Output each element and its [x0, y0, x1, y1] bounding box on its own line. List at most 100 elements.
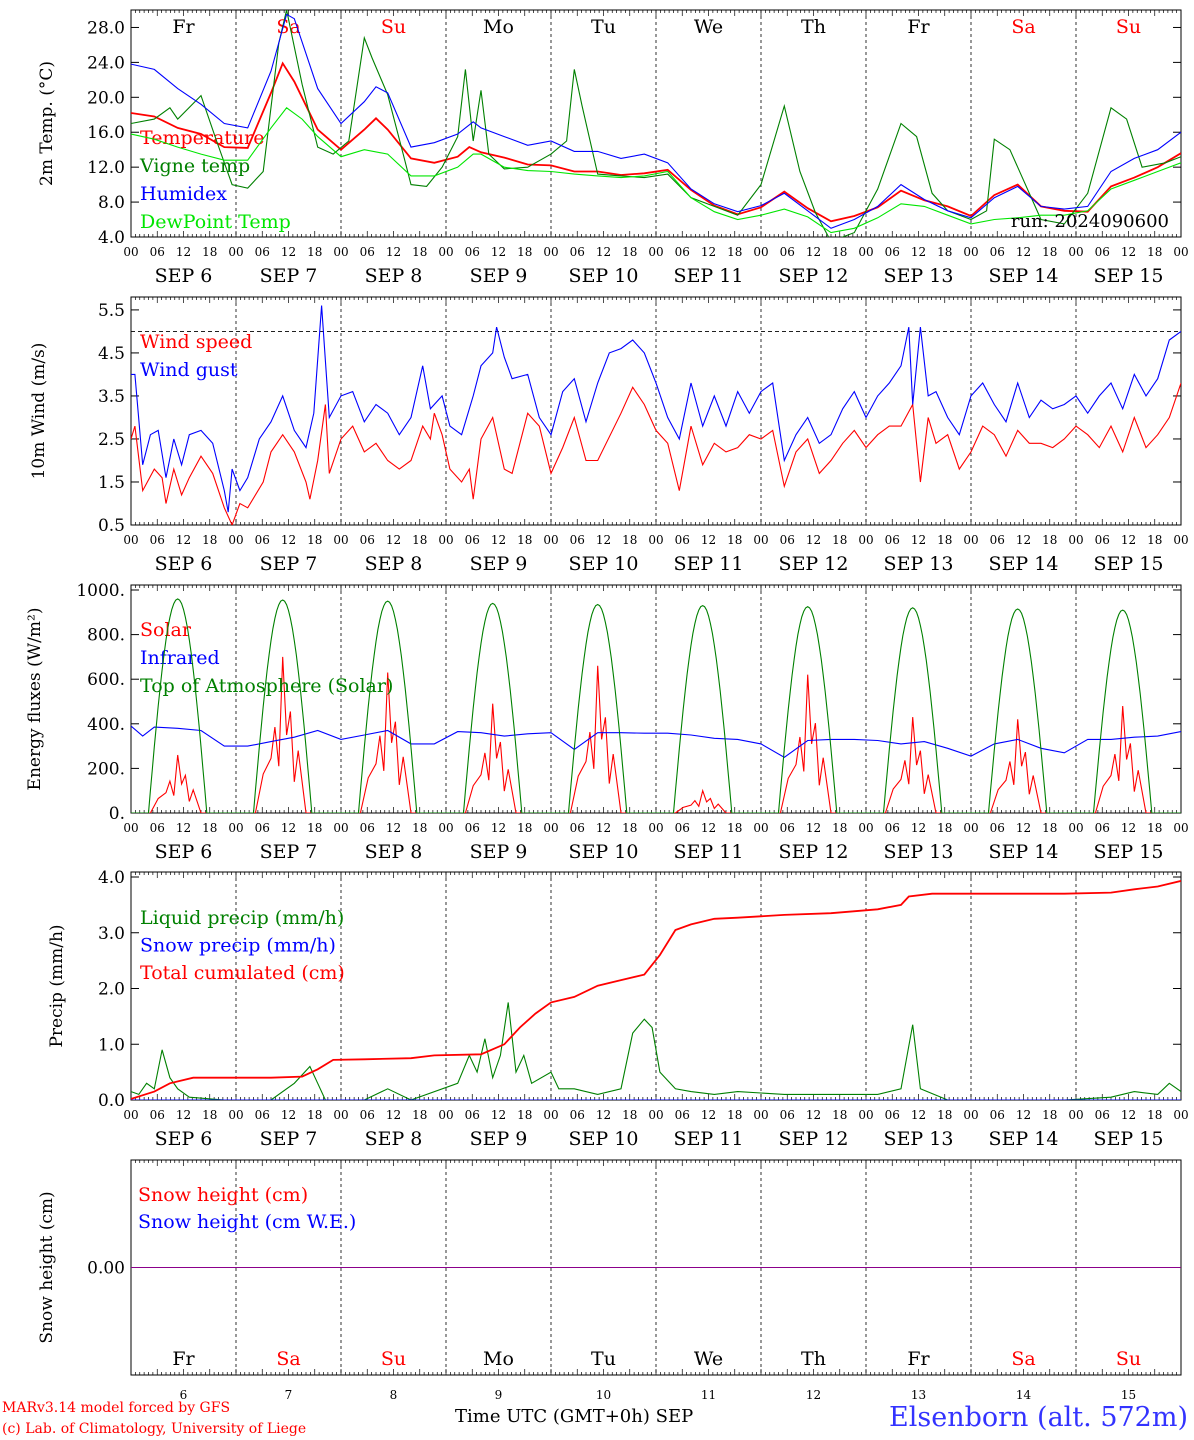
date-label: SEP 14 — [989, 841, 1059, 863]
y-tick-label: 0. — [109, 804, 125, 824]
date-label: SEP 13 — [884, 553, 954, 575]
hour-label: 00 — [543, 1108, 558, 1122]
date-label: SEP 6 — [155, 841, 213, 863]
weekday-label: Sa — [1011, 16, 1035, 38]
hour-label: 06 — [885, 245, 900, 259]
hour-label: 18 — [412, 1108, 427, 1122]
hour-label: 12 — [596, 533, 611, 547]
hour-label: 00 — [1068, 821, 1083, 835]
date-label: SEP 13 — [884, 265, 954, 287]
date-label: SEP 15 — [1094, 553, 1164, 575]
hour-label: 12 — [701, 1108, 716, 1122]
hour-label: 00 — [963, 821, 978, 835]
hour-label: 18 — [1042, 245, 1057, 259]
hour-label: 00 — [438, 533, 453, 547]
hour-label: 12 — [701, 245, 716, 259]
time-axis-title-text: Time UTC (GMT+0h) — [455, 1406, 650, 1427]
day-number: 15 — [1121, 1388, 1136, 1402]
hour-label: 18 — [832, 821, 847, 835]
hour-label: 18 — [622, 1108, 637, 1122]
hour-label: 00 — [228, 533, 243, 547]
hour-label: 12 — [911, 1108, 926, 1122]
date-label: SEP 14 — [989, 1128, 1059, 1150]
weekday-label: Tu — [591, 1348, 616, 1370]
hour-label: 06 — [570, 821, 585, 835]
weekday-label: We — [694, 1348, 723, 1370]
hour-label: 06 — [150, 533, 165, 547]
y-tick-label: 200. — [87, 759, 125, 779]
weekday-label: Fr — [172, 16, 195, 38]
hour-label: 00 — [1068, 245, 1083, 259]
weekday-label: Fr — [907, 16, 930, 38]
model-credit: MARv3.14 model forced by GFS — [2, 1400, 231, 1416]
hour-label: 00 — [123, 245, 138, 259]
y-tick-label: 0.5 — [98, 516, 125, 536]
y-tick-label: 600. — [87, 670, 125, 690]
hour-label: 06 — [885, 1108, 900, 1122]
date-label: SEP 12 — [779, 553, 849, 575]
hour-label: 06 — [990, 1108, 1005, 1122]
hour-label: 00 — [1068, 1108, 1083, 1122]
hour-label: 06 — [780, 821, 795, 835]
weekday-label: Su — [381, 16, 406, 38]
day-number: 11 — [701, 1388, 716, 1402]
hour-label: 12 — [491, 1108, 506, 1122]
y-tick-label: 4.0 — [98, 228, 125, 248]
hour-label: 18 — [832, 1108, 847, 1122]
hour-label: 18 — [1147, 1108, 1162, 1122]
y-tick-label: 1000. — [76, 581, 125, 601]
hour-label: 18 — [517, 821, 532, 835]
weekday-label: Su — [381, 1348, 406, 1370]
hour-label: 12 — [386, 245, 401, 259]
hour-label: 12 — [596, 1108, 611, 1122]
hour-label: 18 — [517, 533, 532, 547]
day-number: 14 — [1016, 1388, 1032, 1402]
hour-label: 00 — [333, 821, 348, 835]
hour-label: 18 — [937, 533, 952, 547]
hour-label: 00 — [648, 1108, 663, 1122]
hour-label: 06 — [465, 245, 480, 259]
y-tick-label: 12.0 — [87, 158, 125, 178]
hour-label: 00 — [543, 245, 558, 259]
hour-label: 12 — [386, 821, 401, 835]
hour-label: 18 — [1147, 245, 1162, 259]
hour-label: 06 — [255, 245, 270, 259]
hour-label: 06 — [150, 245, 165, 259]
y-tick-label: 2.5 — [98, 430, 125, 450]
y-tick-label: 16.0 — [87, 123, 125, 143]
legend-entry: Liquid precip (mm/h) — [140, 907, 344, 929]
y-axis-label: 10m Wind (m/s) — [29, 343, 49, 480]
hour-label: 18 — [307, 821, 322, 835]
legend-entry: Wind gust — [140, 359, 238, 381]
hour-label: 06 — [255, 821, 270, 835]
hour-label: 12 — [176, 821, 191, 835]
hour-label: 12 — [806, 1108, 821, 1122]
y-tick-label: 0.00 — [87, 1259, 125, 1279]
hour-label: 06 — [255, 1108, 270, 1122]
y-axis-label: Energy fluxes (W/m²) — [25, 608, 45, 791]
date-label: SEP 10 — [569, 841, 639, 863]
day-number: 12 — [806, 1388, 821, 1402]
hour-label: 18 — [622, 821, 637, 835]
hour-label: 18 — [727, 821, 742, 835]
weekday-label: Mo — [483, 16, 514, 38]
day-number: 7 — [285, 1388, 293, 1402]
hour-label: 18 — [202, 533, 217, 547]
hour-label: 12 — [701, 821, 716, 835]
hour-label: 06 — [675, 533, 690, 547]
hour-label: 12 — [1016, 821, 1031, 835]
y-axis-label: Snow height (cm) — [37, 1191, 57, 1343]
y-tick-label: 0.0 — [98, 1091, 125, 1111]
legend-entry: Total cumulated (cm) — [140, 962, 345, 984]
hour-label: 00 — [753, 821, 768, 835]
hour-label: 00 — [753, 533, 768, 547]
hour-label: 06 — [1095, 1108, 1110, 1122]
hour-label: 12 — [1121, 533, 1136, 547]
y-tick-label: 1.5 — [98, 473, 125, 493]
weekday-label: Mo — [483, 1348, 514, 1370]
weekday-label: We — [694, 16, 723, 38]
hour-label: 18 — [1042, 821, 1057, 835]
hour-label: 12 — [911, 821, 926, 835]
hour-label: 18 — [1147, 533, 1162, 547]
hour-label: 06 — [675, 245, 690, 259]
